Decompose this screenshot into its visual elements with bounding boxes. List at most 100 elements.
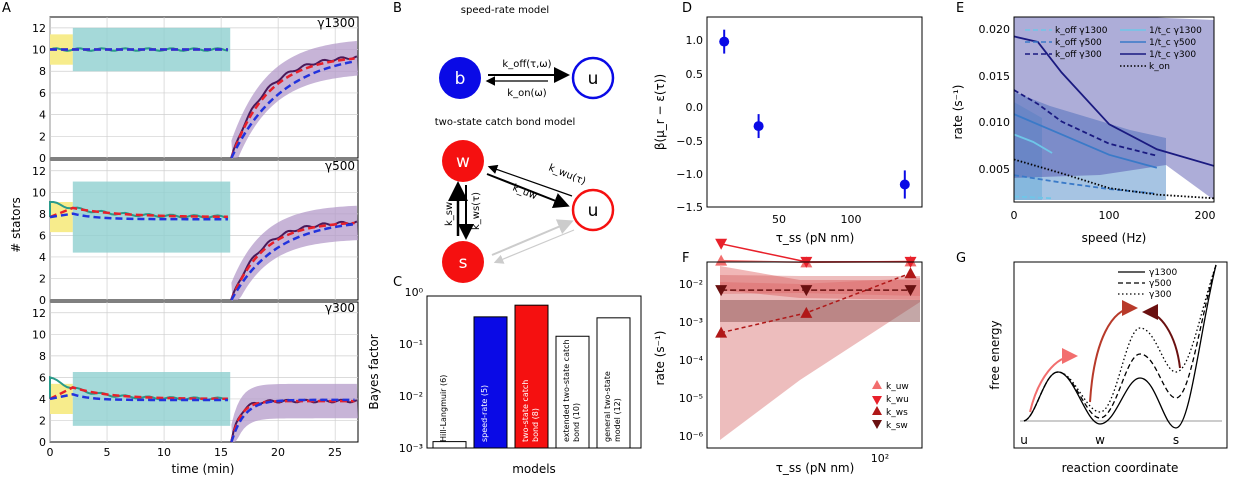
state-w-label: w <box>456 152 470 172</box>
kwu-label: k_wu(τ) <box>547 163 587 188</box>
panel-a-subplot-300: 0 2 4 6 8 10 12 <box>32 301 359 449</box>
panel-letter-b: B <box>393 1 402 16</box>
bar-0 <box>432 441 467 449</box>
a-ytick: 6 <box>39 371 46 384</box>
panel-g-legend: γ1300 γ500 γ300 <box>1118 268 1178 300</box>
f-ytick-1e-6: 10⁻⁶ <box>679 430 704 443</box>
panel-f-yticks: 10⁻⁶ 10⁻⁵ 10⁻⁴ 10⁻³ 10⁻² <box>679 278 704 443</box>
panel-g-frame <box>1013 261 1228 449</box>
barrier-arrow-w-s <box>1089 300 1138 403</box>
series-line-6 <box>1014 158 1214 200</box>
legend-tc-300: 1/t_c γ300 <box>1149 50 1196 60</box>
d-xtick-100: 100 <box>841 213 862 226</box>
legend-ksw: k_sw <box>886 421 908 431</box>
panel-a-xlabel: time (min) <box>172 462 235 476</box>
series-line-3 <box>1014 133 1053 154</box>
panel-f-bands <box>720 266 920 440</box>
state-w-node <box>442 140 484 182</box>
series-line-2 <box>1014 89 1158 157</box>
series-line-1 <box>720 243 911 263</box>
legend-koff-1300: k_off γ1300 <box>1055 26 1108 36</box>
koff-label: k_off(τ,ω) <box>502 59 551 70</box>
legend-g1300: γ1300 <box>1149 268 1178 278</box>
panel-g: G γ1300 γ500 γ300 u w s free energy reac… <box>956 251 1228 475</box>
series-line-4 <box>1014 113 1158 169</box>
panel-g-ylabel: free energy <box>988 320 1002 389</box>
subplot-label-1300: γ1300 <box>317 16 355 30</box>
bar-label-4: model (12) <box>613 398 622 442</box>
e-ytick-0.005: 0.005 <box>979 163 1011 176</box>
barrier-arrow-s-w <box>1142 304 1181 369</box>
kwu-arrow <box>486 173 570 209</box>
a-ytick: 6 <box>39 87 46 100</box>
legend-kon: k_on <box>1149 62 1170 72</box>
energy-curve-1300 <box>1023 264 1217 429</box>
legend-koff-300: k_off γ300 <box>1055 50 1102 60</box>
pre-window-band <box>50 383 73 414</box>
panel-d-points <box>719 29 910 199</box>
panel-d-yticks: 1.0 0.5 0.0 −0.5 −1.0 −1.5 <box>676 34 703 214</box>
series-line-0 <box>1014 195 1053 200</box>
panel-f-ylabel: rate (s⁻¹) <box>653 331 667 386</box>
a-ytick: 12 <box>32 165 46 178</box>
e-xtick-100: 100 <box>1099 209 1120 222</box>
legend-marker-kwu <box>872 396 882 405</box>
stall-data-trace <box>49 376 229 401</box>
state-u-label-bottom: u <box>588 201 599 221</box>
c-ytick-1e-2: 10⁻² <box>399 390 423 403</box>
panel-letter-g: G <box>956 251 966 266</box>
a-ytick: 10 <box>32 44 46 57</box>
panel-a: A # stators time (min) 0 2 4 6 8 10 12 0 2 4 6 8 10… <box>2 1 359 476</box>
state-b-label: b <box>455 69 466 89</box>
a-ytick: 8 <box>39 65 46 78</box>
series-marker-3 <box>715 285 728 297</box>
panel-f: F k_uw k_wu k_ws k_sw 10⁻⁶ 10⁻⁵ 10⁻⁴ 10⁻… <box>653 238 923 475</box>
s-to-u-faded-arrow <box>491 219 574 256</box>
panel-a-xticks: 0 5 10 15 20 25 <box>47 446 343 459</box>
resurrection-band <box>231 40 358 158</box>
state-s-label: s <box>459 253 468 273</box>
bar-4 <box>596 317 631 449</box>
panel-e-ylabel: rate (s⁻¹) <box>951 85 965 140</box>
a-xtick-5: 5 <box>104 446 111 459</box>
a-ytick: 0 <box>39 294 46 307</box>
data-point <box>753 121 764 132</box>
a-ytick: 8 <box>39 350 46 363</box>
f-ytick-1e-3: 10⁻³ <box>679 316 703 329</box>
d-ytick-1.0: 1.0 <box>686 34 704 47</box>
band-300 <box>1014 17 1214 200</box>
speed-rate-fit-stall <box>49 393 228 402</box>
d-ytick-0.5: 0.5 <box>686 68 704 81</box>
energy-curve-300 <box>1023 264 1217 422</box>
d-xtick-50: 50 <box>772 213 786 226</box>
bar-1 <box>473 316 508 449</box>
panel-a-ylabel: # stators <box>9 197 23 252</box>
legend-kws: k_ws <box>886 408 908 418</box>
panel-g-xlabel: reaction coordinate <box>1062 461 1179 475</box>
speed-rate-fit-resurrection <box>230 222 355 301</box>
legend-g300: γ300 <box>1149 290 1172 300</box>
series-marker-2 <box>715 326 728 338</box>
c-ytick-1e-1: 10⁻¹ <box>399 338 423 351</box>
e-xtick-0: 0 <box>1011 209 1018 222</box>
state-u-label-top: u <box>588 69 599 89</box>
speed-rate-fit-resurrection <box>230 398 355 443</box>
panel-c-yticks: 10⁻³ 10⁻² 10⁻¹ 10⁰ <box>399 286 424 455</box>
kws-label: k_ws(τ) <box>471 192 482 230</box>
data-point <box>719 36 730 47</box>
legend-marker-kuw <box>872 380 882 389</box>
kon-label: k_on(ω) <box>507 88 547 99</box>
legend-g500: γ500 <box>1149 279 1172 289</box>
ksw-label: k_sw <box>444 202 455 226</box>
catch-bond-title: two-state catch bond model <box>435 117 576 128</box>
band-ksw <box>720 300 920 322</box>
panel-a-subplot-500: 0 2 4 6 8 10 12 <box>32 159 359 307</box>
legend-kwu: k_wu <box>886 395 909 405</box>
panel-letter-d: D <box>682 1 692 16</box>
panel-letter-c: C <box>393 275 402 290</box>
panel-c-bars: Hill-Langmuir (6) speed-rate (5) two-state… <box>432 304 631 449</box>
panel-a-subplot-1300: 0 2 4 6 8 10 12 <box>32 16 359 165</box>
a-ytick: 2 <box>39 130 46 143</box>
a-ytick: 12 <box>32 307 46 320</box>
f-xtick-100: 10² <box>871 452 889 465</box>
